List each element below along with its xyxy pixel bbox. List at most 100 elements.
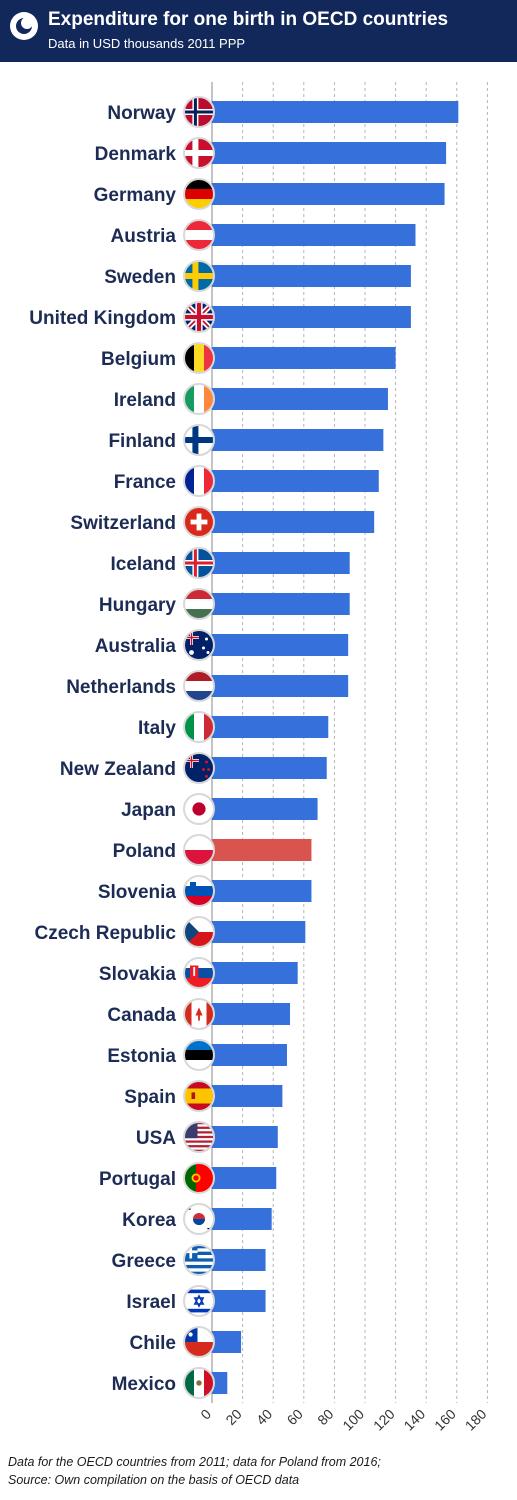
bar-austria [212,224,416,246]
country-label: New Zealand [60,759,176,780]
chart-title: Expenditure for one birth in OECD countr… [48,9,449,30]
footer-source: Source: Own compilation on the basis of … [8,1473,300,1487]
greece-flag-icon [183,1244,215,1276]
chart-header: Expenditure for one birth in OECD countr… [0,0,517,62]
germany-flag-icon [183,178,215,210]
hungary-flag-icon [183,588,215,620]
spain-flag-icon [183,1080,215,1112]
country-label: Slovakia [99,964,177,985]
czech-republic-flag-icon [183,916,215,948]
country-label: Greece [112,1251,176,1272]
country-label: Portugal [99,1169,176,1190]
country-label: Netherlands [66,677,176,698]
bar-chart: Norway Denmark Germany Austria Sweden United … [29,82,490,1434]
country-label: Sweden [104,267,176,288]
chart-footer: Data for the OECD countries from 2011; d… [8,1453,513,1489]
x-tick-label: 80 [314,1406,336,1428]
switzerland-flag-icon [183,506,215,538]
bar-germany [212,183,445,205]
israel-flag-icon [183,1285,215,1317]
country-label: Hungary [99,595,177,616]
bar-spain [212,1085,283,1107]
bar-sweden [212,265,411,287]
circle-logo-icon [10,12,38,40]
country-label: Italy [138,718,176,739]
x-tick-label: 180 [462,1406,490,1434]
country-label: Israel [126,1292,176,1313]
portugal-flag-icon [183,1162,215,1194]
bar-slovenia [212,880,312,902]
country-label: Slovenia [98,882,177,903]
bar-usa [212,1126,278,1148]
x-tick-label: 140 [400,1406,428,1434]
country-label: Japan [121,800,176,821]
france-flag-icon [183,465,215,497]
bar-hungary [212,593,350,615]
country-label: Korea [122,1210,176,1231]
bar-iceland [212,552,350,574]
bar-australia [212,634,349,656]
korea-flag-icon [183,1203,215,1235]
x-tick-label: 60 [284,1406,306,1428]
country-label: Denmark [95,144,177,165]
country-label: Iceland [111,554,176,575]
chart-subtitle: Data in USD thousands 2011 PPP [48,36,246,51]
country-label: USA [136,1128,176,1149]
country-label: United Kingdom [29,308,176,329]
chile-flag-icon [183,1326,215,1358]
x-tick-label: 160 [431,1406,459,1434]
bar-canada [212,1003,291,1025]
x-tick-label: 0 [197,1406,214,1423]
bar-portugal [212,1167,277,1189]
bar-mexico [212,1372,228,1394]
bar-denmark [212,142,447,164]
bar-chile [212,1331,242,1353]
bar-finland [212,429,384,451]
country-label: Poland [113,841,176,862]
slovakia-flag-icon [183,957,215,989]
bar-greece [212,1249,266,1271]
country-label: Norway [107,103,176,124]
estonia-flag-icon [183,1039,215,1071]
usa-flag-icon [183,1121,215,1153]
country-label: Estonia [107,1046,176,1067]
poland-flag-icon [183,834,215,866]
country-label: Canada [107,1005,176,1026]
norway-flag-icon [183,96,215,128]
footer-note: Data for the OECD countries from 2011; d… [8,1455,381,1469]
united-kingdom-flag-icon [183,301,215,333]
bar-norway [212,101,459,123]
x-tick-label: 40 [253,1406,275,1428]
country-label: Chile [130,1333,176,1354]
x-tick-label: 120 [370,1406,398,1434]
new-zealand-flag-icon [183,752,215,784]
country-label: Ireland [114,390,176,411]
country-label: Spain [124,1087,176,1108]
country-label: France [114,472,176,493]
iceland-flag-icon [183,547,215,579]
mexico-flag-icon [183,1367,215,1399]
bar-czech-republic [212,921,306,943]
netherlands-flag-icon [183,670,215,702]
bar-switzerland [212,511,375,533]
australia-flag-icon [183,629,215,661]
bar-belgium [212,347,396,369]
bar-estonia [212,1044,287,1066]
finland-flag-icon [183,424,215,456]
bar-poland [212,839,312,861]
italy-flag-icon [183,711,215,743]
bar-ireland [212,388,388,410]
bar-italy [212,716,329,738]
austria-flag-icon [183,219,215,251]
canada-flag-icon [183,998,215,1030]
country-label: Austria [111,226,177,247]
x-tick-label: 100 [339,1406,367,1434]
country-label: Australia [95,636,177,657]
bar-korea [212,1208,272,1230]
country-label: Germany [94,185,177,206]
country-label: Czech Republic [35,923,177,944]
bar-united-kingdom [212,306,411,328]
country-label: Mexico [112,1374,176,1395]
slovenia-flag-icon [183,875,215,907]
denmark-flag-icon [183,137,215,169]
